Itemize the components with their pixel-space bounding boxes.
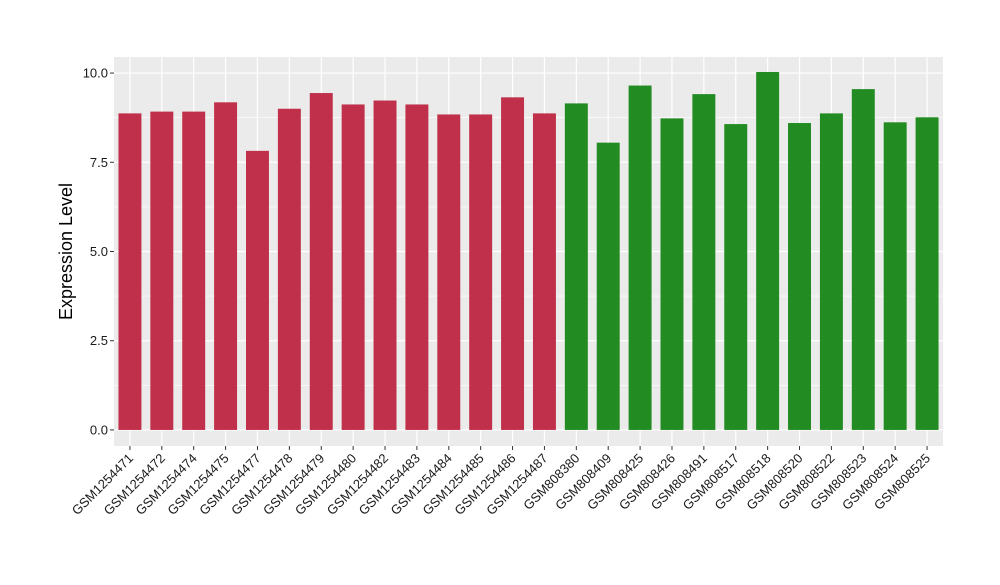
bar-gsm1254479 — [309, 93, 333, 430]
bar-gsm808517 — [724, 124, 748, 430]
bar-gsm1254477 — [246, 150, 269, 430]
bar-gsm1254487 — [532, 113, 556, 430]
bar-gsm808409 — [596, 142, 620, 430]
y-tick-label: 5.0 — [90, 244, 108, 259]
x-axis: GSM1254471GSM1254472GSM1254474GSM1254475… — [69, 446, 933, 518]
bar-gsm1254480 — [341, 104, 365, 430]
bar-gsm1254486 — [501, 97, 525, 430]
bar-gsm808426 — [660, 118, 684, 430]
bar-gsm808491 — [692, 94, 716, 430]
bar-gsm808518 — [756, 71, 780, 430]
bar-gsm1254482 — [373, 100, 397, 430]
bar-gsm808525 — [915, 117, 939, 430]
bar-gsm1254483 — [405, 104, 429, 430]
bar-gsm1254484 — [437, 114, 461, 430]
bar-gsm808380 — [564, 103, 588, 430]
bar-gsm1254472 — [150, 111, 174, 430]
y-tick-label: 10.0 — [83, 66, 108, 81]
y-axis-label: Expression Level — [56, 183, 76, 320]
y-axis: 0.0 2.5 5.0 7.5 10.0 — [83, 66, 114, 437]
bar-gsm1254485 — [469, 114, 493, 430]
bar-gsm1254474 — [182, 111, 206, 430]
bar-gsm808425 — [628, 85, 652, 430]
bars — [118, 71, 939, 430]
bar-gsm1254475 — [214, 102, 238, 430]
bar-gsm808520 — [788, 123, 811, 430]
bar-gsm808523 — [851, 89, 875, 430]
bar-gsm1254478 — [277, 108, 301, 430]
y-tick-label: 7.5 — [90, 155, 108, 170]
y-tick-label: 0.0 — [90, 422, 108, 437]
bar-gsm808522 — [819, 113, 843, 430]
bar-gsm808524 — [883, 122, 907, 430]
bar-gsm1254471 — [118, 113, 142, 430]
y-tick-label: 2.5 — [90, 333, 108, 348]
